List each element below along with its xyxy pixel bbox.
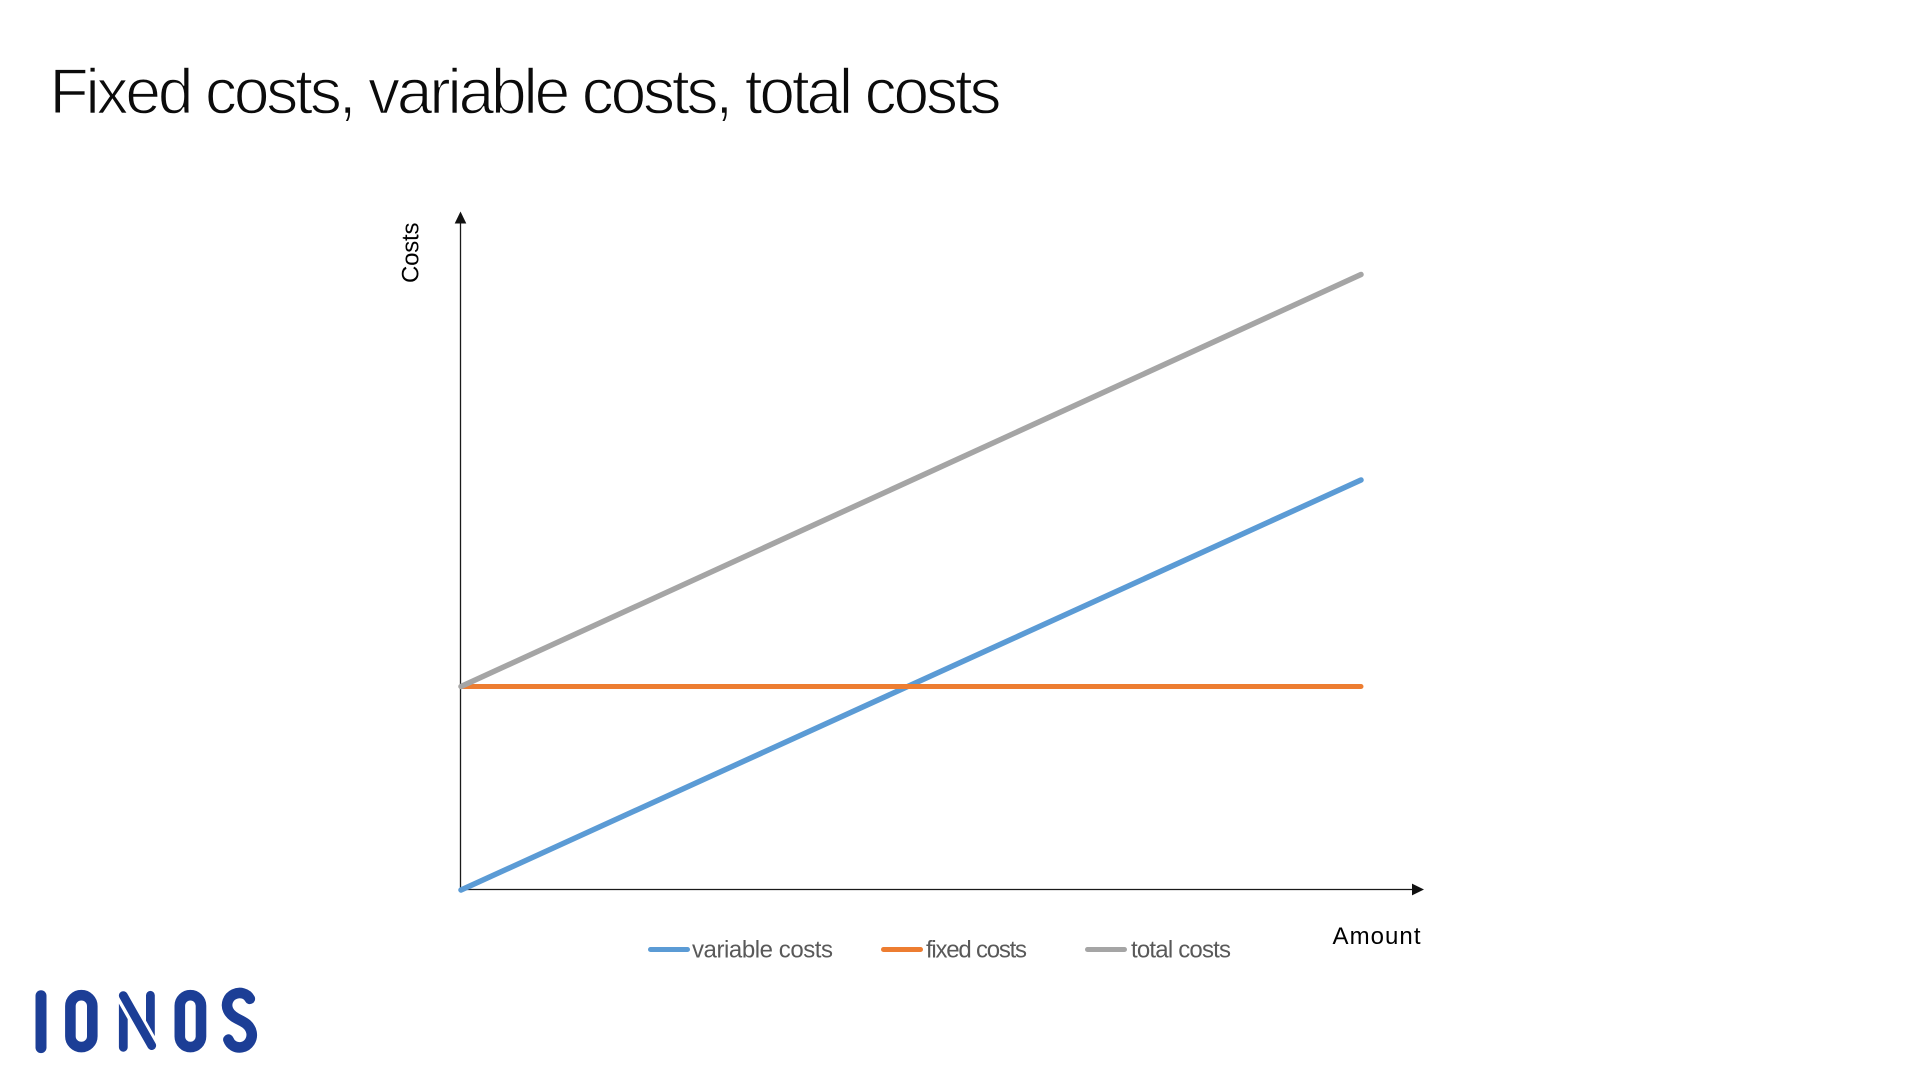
- svg-text:fixed costs: fixed costs: [926, 937, 1027, 964]
- svg-text:variable costs: variable costs: [692, 937, 833, 964]
- svg-text:Amount: Amount: [1333, 923, 1421, 950]
- svg-text:Fixed costs, variable costs, t: Fixed costs, variable costs, total costs: [50, 56, 1002, 128]
- svg-text:Costs: Costs: [398, 223, 425, 284]
- svg-text:total costs: total costs: [1131, 937, 1231, 964]
